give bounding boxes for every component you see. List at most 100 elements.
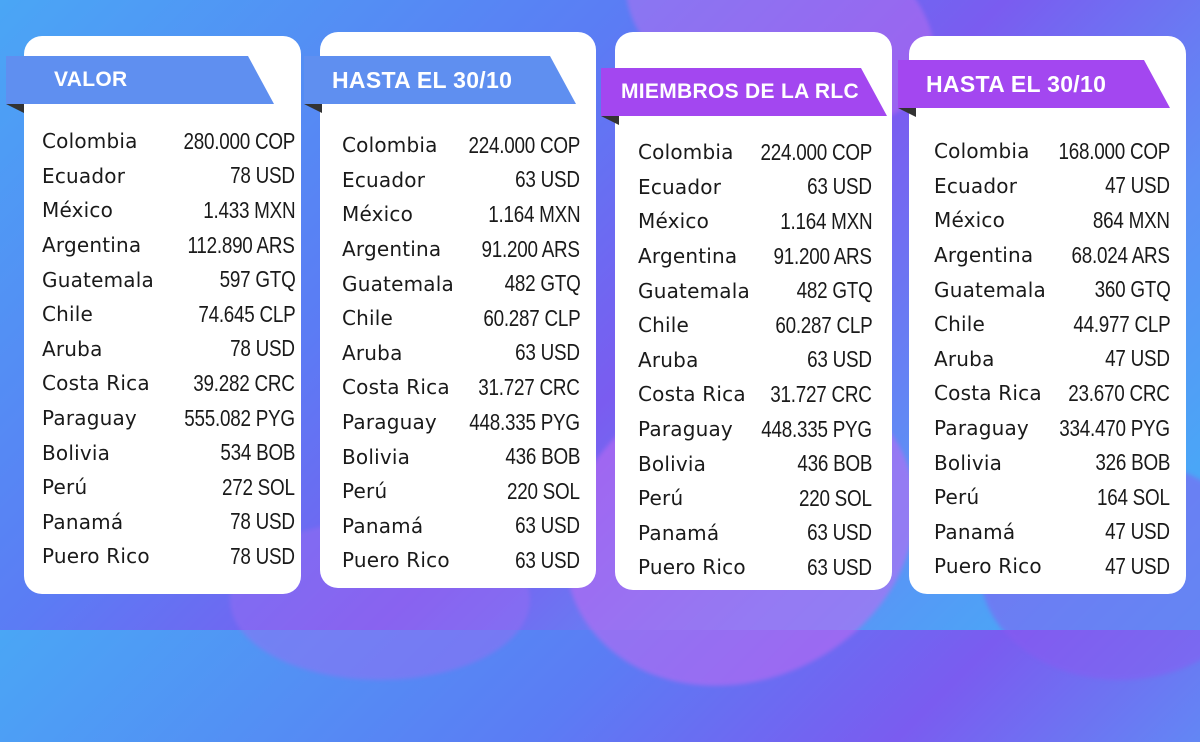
price-row: México 864 MXN xyxy=(934,203,1170,238)
price-value: 534 BOB xyxy=(220,439,295,466)
country-name: Bolivia xyxy=(342,444,411,469)
price-row: Paraguay 448.335 PYG xyxy=(342,405,580,440)
price-value: 60.287 CLP xyxy=(774,311,872,338)
price-row: Colombia 168.000 COP xyxy=(934,134,1170,169)
price-list: Colombia 224.000 COP Ecuador 63 USD México 1.… xyxy=(342,128,580,578)
country-name: Perú xyxy=(934,485,980,510)
country-name: Panamá xyxy=(342,513,424,538)
price-value: 60.287 CLP xyxy=(482,304,580,331)
country-name: México xyxy=(638,209,710,234)
banner-fold xyxy=(898,108,916,117)
price-row: Aruba 63 USD xyxy=(342,336,580,371)
price-value: 74.645 CLP xyxy=(197,300,295,327)
banner-fold xyxy=(6,104,24,113)
country-name: Colombia xyxy=(42,129,138,154)
country-name: Perú xyxy=(42,475,88,500)
price-value: 326 BOB xyxy=(1095,449,1170,476)
country-name: Paraguay xyxy=(342,410,437,435)
price-value: 1.164 MXN xyxy=(779,207,872,234)
banner-ribbon-shape xyxy=(898,60,1170,108)
price-value: 224.000 COP xyxy=(468,131,580,158)
price-row: Colombia 280.000 COP xyxy=(42,124,295,159)
price-value: 63 USD xyxy=(807,173,872,200)
country-name: Ecuador xyxy=(42,163,126,188)
country-name: Bolivia xyxy=(638,451,707,476)
country-name: Argentina xyxy=(638,244,738,269)
banner-fold xyxy=(304,104,322,113)
price-row: Guatemala 482 GTQ xyxy=(638,273,872,308)
price-value: 63 USD xyxy=(807,519,872,546)
country-name: Perú xyxy=(638,486,684,511)
price-row: Argentina 91.200 ARS xyxy=(638,239,872,274)
price-list: Colombia 224.000 COP Ecuador 63 USD México 1.… xyxy=(638,135,872,585)
price-value: 482 GTQ xyxy=(796,277,872,304)
country-name: México xyxy=(934,208,1006,233)
price-value: 220 SOL xyxy=(507,477,580,504)
price-value: 31.727 CRC xyxy=(478,373,581,400)
price-value: 78 USD xyxy=(230,508,295,535)
price-row: Bolivia 534 BOB xyxy=(42,435,295,470)
price-value: 1.433 MXN xyxy=(202,196,295,223)
price-row: Panamá 63 USD xyxy=(342,509,580,544)
price-value: 864 MXN xyxy=(1093,206,1170,233)
price-row: México 1.433 MXN xyxy=(42,193,295,228)
price-row: Chile 60.287 CLP xyxy=(342,301,580,336)
price-row: Puero Rico 47 USD xyxy=(934,549,1170,584)
country-name: Ecuador xyxy=(638,174,722,199)
price-row: Guatemala 597 GTQ xyxy=(42,262,295,297)
price-value: 168.000 COP xyxy=(1058,137,1170,164)
price-value: 91.200 ARS xyxy=(773,242,872,269)
price-value: 272 SOL xyxy=(222,473,295,500)
price-value: 112.890 ARS xyxy=(187,231,295,258)
price-value: 220 SOL xyxy=(799,484,872,511)
country-name: Chile xyxy=(342,306,394,331)
price-row: Perú 272 SOL xyxy=(42,470,295,505)
price-value: 47 USD xyxy=(1105,552,1170,579)
price-value: 555.082 PYG xyxy=(184,404,295,431)
card-header-banner: HASTA EL 30/10 xyxy=(898,60,1170,117)
price-row: Guatemala 360 GTQ xyxy=(934,272,1170,307)
country-name: Puero Rico xyxy=(934,554,1042,579)
price-row: Panamá 47 USD xyxy=(934,515,1170,550)
price-row: Paraguay 448.335 PYG xyxy=(638,412,872,447)
price-value: 44.977 CLP xyxy=(1072,310,1170,337)
country-name: Panamá xyxy=(934,519,1016,544)
price-value: 448.335 PYG xyxy=(761,415,872,442)
price-value: 436 BOB xyxy=(797,450,872,477)
price-row: Chile 74.645 CLP xyxy=(42,297,295,332)
price-value: 280.000 COP xyxy=(183,127,295,154)
price-row: Aruba 78 USD xyxy=(42,332,295,367)
country-name: Colombia xyxy=(934,139,1030,164)
price-card xyxy=(24,36,301,594)
price-value: 63 USD xyxy=(515,166,580,193)
country-name: Aruba xyxy=(638,347,699,372)
country-name: Puero Rico xyxy=(342,548,450,573)
price-value: 224.000 COP xyxy=(760,138,872,165)
price-row: Costa Rica 23.670 CRC xyxy=(934,376,1170,411)
price-value: 597 GTQ xyxy=(219,266,295,293)
country-name: Paraguay xyxy=(42,406,137,431)
price-card xyxy=(615,32,892,590)
country-name: Chile xyxy=(638,313,690,338)
card-header-label: HASTA EL 30/10 xyxy=(332,66,513,93)
price-value: 63 USD xyxy=(807,553,872,580)
price-row: Chile 60.287 CLP xyxy=(638,308,872,343)
price-row: Costa Rica 39.282 CRC xyxy=(42,366,295,401)
country-name: Guatemala xyxy=(42,267,154,292)
price-value: 164 SOL xyxy=(1097,483,1170,510)
country-name: Paraguay xyxy=(934,416,1029,441)
country-name: México xyxy=(42,198,114,223)
price-row: Argentina 68.024 ARS xyxy=(934,238,1170,273)
country-name: Colombia xyxy=(638,140,734,165)
price-row: Ecuador 47 USD xyxy=(934,169,1170,204)
price-value: 31.727 CRC xyxy=(770,380,873,407)
price-row: México 1.164 MXN xyxy=(342,197,580,232)
price-value: 23.670 CRC xyxy=(1068,379,1171,406)
country-name: Costa Rica xyxy=(42,371,150,396)
price-row: Costa Rica 31.727 CRC xyxy=(342,370,580,405)
price-row: Ecuador 78 USD xyxy=(42,159,295,194)
price-row: Perú 220 SOL xyxy=(342,474,580,509)
country-name: Bolivia xyxy=(934,450,1003,475)
country-name: Panamá xyxy=(42,509,124,534)
price-row: Argentina 91.200 ARS xyxy=(342,232,580,267)
